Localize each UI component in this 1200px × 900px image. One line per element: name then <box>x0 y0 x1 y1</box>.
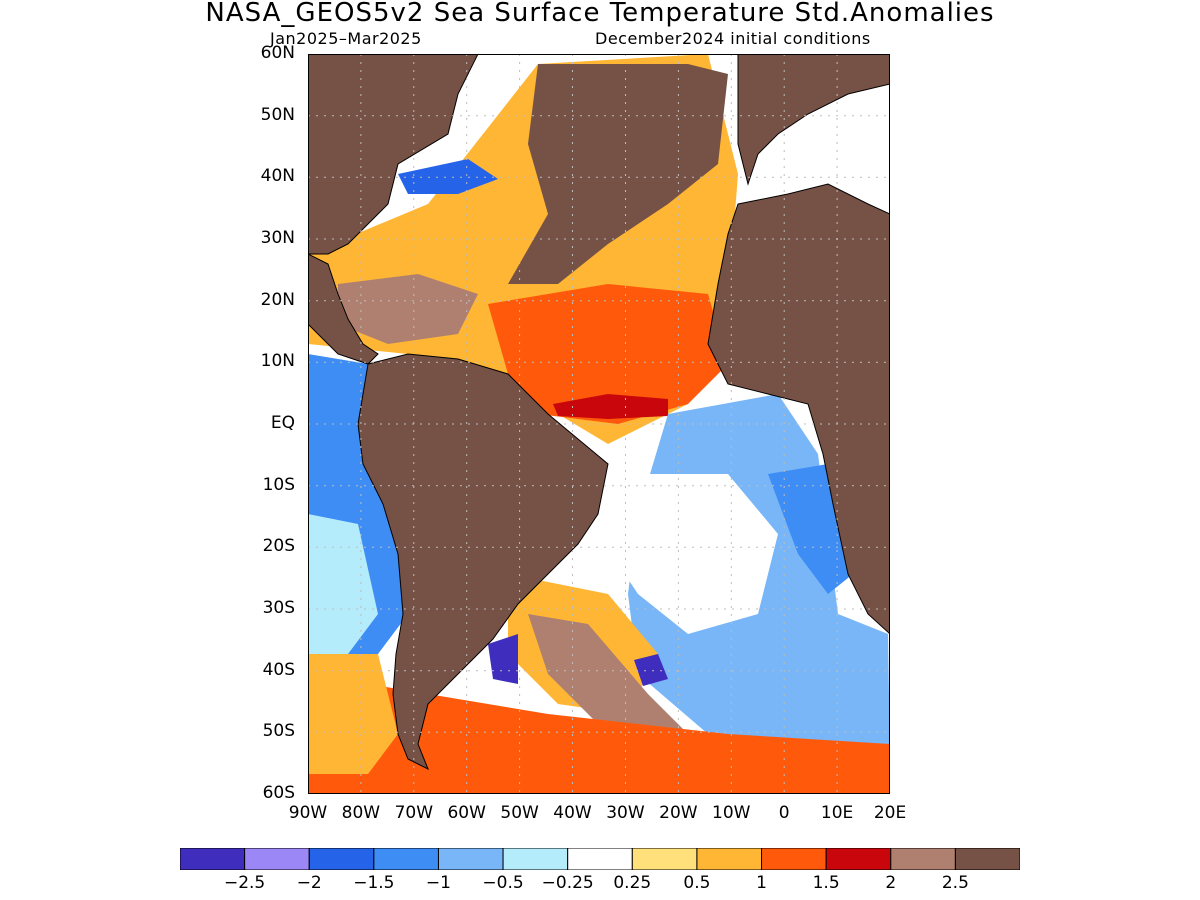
chart-title: NASA_GEOS5v2 Sea Surface Temperature Std… <box>205 0 995 28</box>
colorbar-swatch <box>437 848 504 870</box>
southern-ocean-warm-region <box>308 674 890 794</box>
lon-label: 30W <box>606 803 645 823</box>
colorbar-tick-label: 2.5 <box>941 873 969 893</box>
colorbar-tick-label: 1.5 <box>812 873 840 893</box>
equatorial-dark-red-streak <box>553 394 668 419</box>
graticule <box>308 54 890 794</box>
lat-label: 40S <box>262 659 295 680</box>
lon-label: 20E <box>873 803 907 823</box>
colorbar-tick-label: −2 <box>296 873 322 893</box>
lon-label: 40W <box>553 803 592 823</box>
colorbar-swatch <box>890 848 956 870</box>
europe-land <box>737 54 890 186</box>
lon-label: 90W <box>288 803 328 823</box>
lon-label: 60W <box>447 803 486 823</box>
eastern-pacific-light-cool-region <box>308 514 378 654</box>
colorbar-swatch <box>180 848 246 870</box>
north-atlantic-brown-region <box>508 64 728 284</box>
colorbar-swatch <box>761 848 827 870</box>
initial-conditions-note: December2024 initial conditions <box>595 29 871 48</box>
lon-label: 70W <box>394 803 434 823</box>
colorbar-swatch <box>954 848 1020 870</box>
south-america-land <box>357 353 609 771</box>
south-atlantic-neutral-region <box>598 474 778 634</box>
lon-label: 10W <box>712 803 751 823</box>
colorbar-swatch <box>631 848 698 870</box>
colorbar-swatch <box>502 848 569 870</box>
eastern-pacific-warm-region <box>308 654 398 774</box>
colorbar-swatch <box>244 848 310 870</box>
colorbar-tick-label: 2 <box>885 873 897 893</box>
lat-label: 30N <box>260 228 295 248</box>
colorbar-tick-label: 1 <box>756 873 767 893</box>
central-america-land <box>308 253 379 365</box>
colorbar-swatch <box>373 848 439 870</box>
lon-label: 50W <box>500 803 539 823</box>
colorbar-tick-label: 0.25 <box>613 873 652 893</box>
lat-label: 60N <box>260 43 295 63</box>
gulf-stream-cool-patch <box>398 159 498 194</box>
lat-label: 50N <box>260 104 295 125</box>
lat-label: 10N <box>260 351 295 372</box>
map-border <box>308 54 890 794</box>
falklands-cool-patch <box>488 634 518 684</box>
colorbar-tick-label: −2.5 <box>223 873 266 893</box>
africa-land <box>707 183 890 635</box>
lat-label: 40N <box>260 166 295 187</box>
lat-label: 10S <box>262 474 295 495</box>
colorbar <box>180 848 1020 870</box>
sst-anomaly-map <box>308 54 890 794</box>
lon-label: 10E <box>820 803 854 823</box>
south-atlantic-deep-cool-patch <box>634 654 668 686</box>
colorbar-swatch <box>825 848 892 870</box>
lat-label: 60S <box>262 783 295 803</box>
southern-brown-region <box>528 614 708 764</box>
lat-label: 30S <box>262 598 295 618</box>
colorbar-swatch <box>567 848 633 870</box>
lon-label: 80W <box>341 803 381 823</box>
colorbar-tick-label: −0.25 <box>541 873 594 893</box>
lat-label: EQ <box>270 413 295 433</box>
colorbar-swatch <box>308 848 375 870</box>
forecast-period: Jan2025–Mar2025 <box>270 29 422 48</box>
lat-label: 20S <box>262 536 295 557</box>
lat-label: 50S <box>262 721 295 742</box>
caribbean-brown-region <box>338 274 478 344</box>
colorbar-tick-label: −1.5 <box>353 873 395 893</box>
colorbar-tick-label: 0.5 <box>683 873 711 893</box>
colorbar-tick-label: −0.5 <box>482 873 524 893</box>
north-america-land <box>308 54 479 255</box>
lon-label: 0 <box>778 803 790 823</box>
tropical-atlantic-hot-band <box>488 284 728 424</box>
lon-label: 20W <box>659 803 698 823</box>
colorbar-swatch <box>696 848 763 870</box>
lat-label: 20N <box>260 289 295 310</box>
colorbar-tick-label: −1 <box>425 873 451 893</box>
